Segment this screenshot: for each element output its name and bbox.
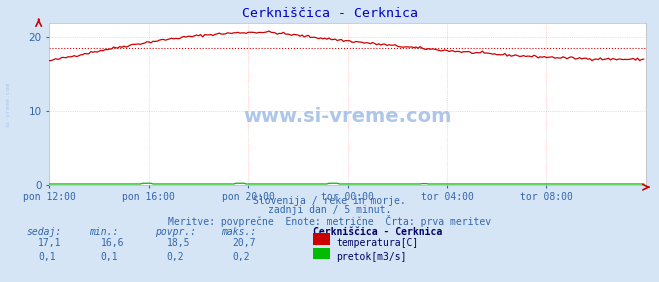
Text: 0,1: 0,1 [101,252,119,261]
Text: 20,7: 20,7 [233,238,256,248]
Text: 16,6: 16,6 [101,238,125,248]
Text: www.si-vreme.com: www.si-vreme.com [243,107,452,126]
Text: Cerkniščica - Cerknica: Cerkniščica - Cerknica [241,7,418,20]
Text: Meritve: povprečne  Enote: metrične  Črta: prva meritev: Meritve: povprečne Enote: metrične Črta:… [168,215,491,227]
Text: pretok[m3/s]: pretok[m3/s] [336,252,407,261]
Text: 0,2: 0,2 [233,252,250,261]
Text: si-vreme.com: si-vreme.com [5,82,11,127]
Text: 0,1: 0,1 [38,252,56,261]
Text: Cerkniščica - Cerknica: Cerkniščica - Cerknica [313,227,442,237]
Text: 18,5: 18,5 [167,238,190,248]
Text: Slovenija / reke in morje.: Slovenija / reke in morje. [253,196,406,206]
Text: sedaj:: sedaj: [26,227,61,237]
Text: zadnji dan / 5 minut.: zadnji dan / 5 minut. [268,205,391,215]
Text: min.:: min.: [89,227,119,237]
Text: 0,2: 0,2 [167,252,185,261]
Text: 17,1: 17,1 [38,238,62,248]
Text: povpr.:: povpr.: [155,227,196,237]
Text: maks.:: maks.: [221,227,256,237]
Text: temperatura[C]: temperatura[C] [336,238,418,248]
